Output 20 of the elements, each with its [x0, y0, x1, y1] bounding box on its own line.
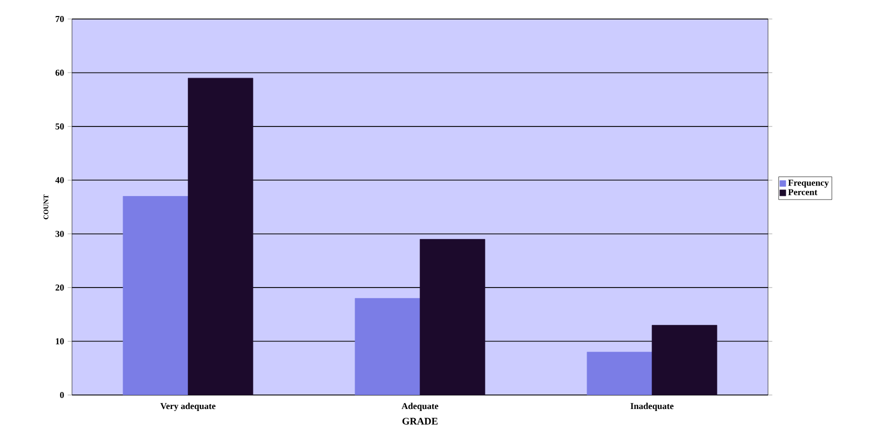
x-tick-label: Inadequate	[630, 402, 674, 411]
bar	[586, 352, 652, 395]
y-tick-label: 40	[55, 177, 64, 184]
bar	[354, 298, 420, 395]
bar	[188, 78, 254, 395]
y-tick-label: 20	[56, 284, 64, 291]
y-tick-label: 70	[56, 16, 64, 22]
y-tick-label: 30	[56, 230, 64, 237]
x-axis-title: GRADE	[402, 418, 438, 425]
bar	[652, 324, 718, 395]
x-tick-label: Adequate	[402, 402, 438, 411]
y-tick-label: 0	[60, 392, 64, 398]
legend-label: Percent	[788, 189, 818, 196]
y-tick-label: 50	[56, 123, 64, 130]
y-tick-label: 60	[56, 70, 64, 76]
x-tick-label: Very adequate	[160, 402, 216, 411]
bar	[122, 196, 188, 395]
legend-label: Frequency	[788, 180, 829, 188]
y-tick-label: 10	[56, 338, 64, 344]
bar	[420, 239, 486, 395]
